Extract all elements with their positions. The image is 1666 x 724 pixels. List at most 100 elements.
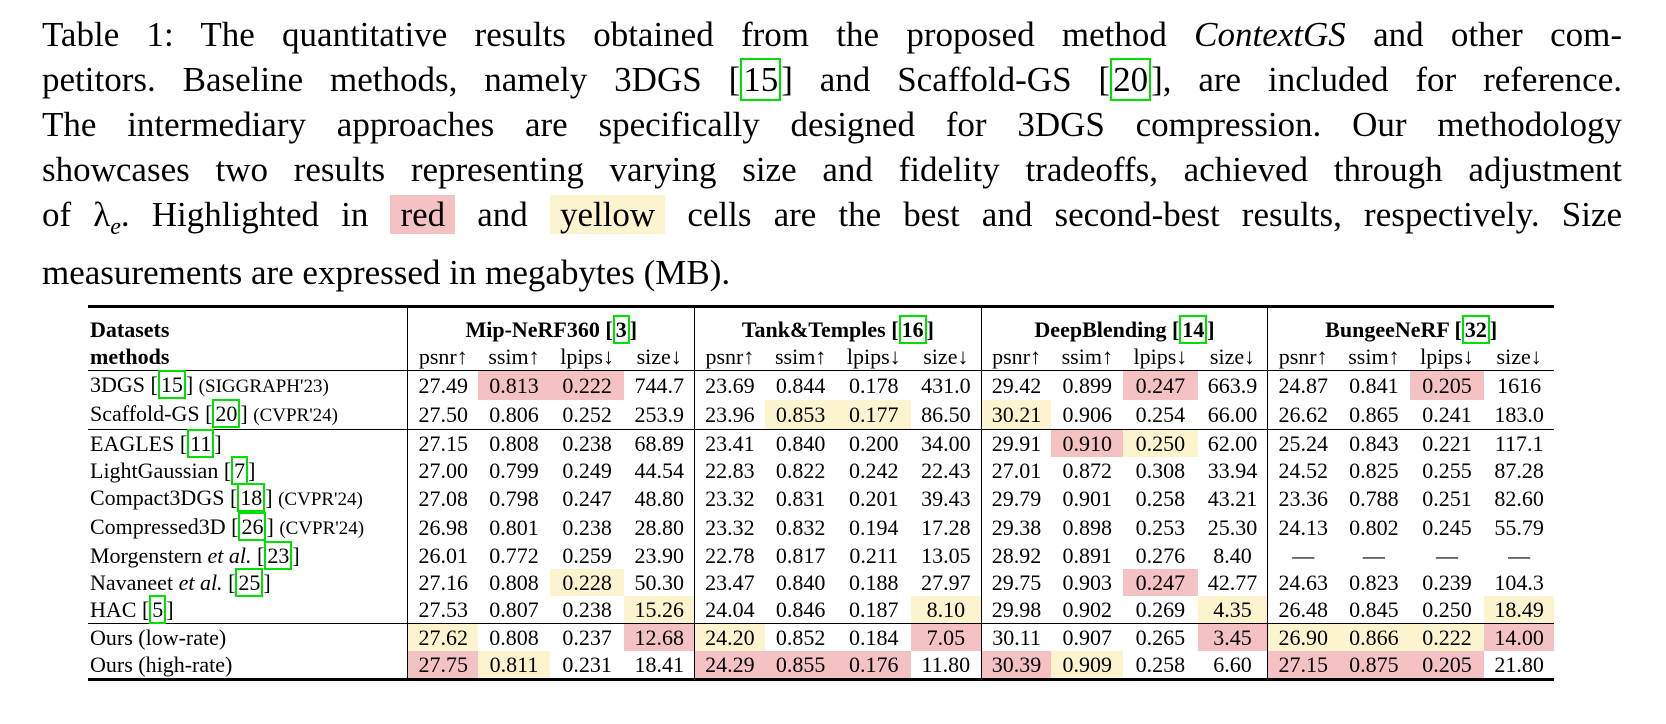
- metric-value: 0.901: [1062, 486, 1113, 511]
- metric-value: 27.15: [1267, 651, 1339, 680]
- citation-link[interactable]: 16: [898, 315, 927, 344]
- metric-value: 0.772: [489, 543, 539, 568]
- citation-link[interactable]: 15: [740, 58, 782, 101]
- metric-value: 0.899: [1062, 373, 1113, 398]
- metric-value: 0.898: [1062, 515, 1113, 540]
- method-label: Compressed3D [: [90, 514, 239, 539]
- metric-value: 0.265: [1135, 625, 1186, 650]
- citation-link[interactable]: 15: [157, 370, 186, 399]
- metric-value: 0.187: [849, 597, 899, 622]
- citation-link[interactable]: 14: [1179, 315, 1208, 344]
- metric-value: 50.30: [634, 570, 684, 595]
- metric-value: 30.21: [980, 400, 1052, 430]
- results-table: Datasets Mip-NeRF360 [3] Tank&Temples [16]…: [88, 305, 1554, 681]
- table-row: Navaneet et al. [25] 27.16 0.808 0.228 50.30…: [88, 568, 1554, 597]
- metric-value: 0.178: [849, 373, 899, 398]
- metric-value: 22.83: [694, 457, 765, 484]
- method-label: Morgenstern: [90, 543, 208, 568]
- metric-value: 0.247: [1123, 569, 1198, 596]
- table-caption: Table 1: The quantitative results obtain…: [42, 12, 1622, 295]
- results-table-container: Datasets Mip-NeRF360 [3] Tank&Temples [16]…: [88, 305, 1554, 681]
- metric-value: 0.188: [849, 570, 899, 595]
- citation-link[interactable]: 5: [149, 595, 167, 624]
- metric-header: size↓: [1496, 344, 1542, 369]
- metric-value: 0.221: [1422, 431, 1472, 456]
- bracket: ]: [263, 570, 271, 595]
- bracket: ]: [214, 431, 222, 456]
- metric-value: 23.47: [694, 569, 765, 596]
- metric-value: 27.62: [407, 623, 479, 651]
- metric-value: 30.11: [980, 623, 1052, 651]
- citation-link[interactable]: 26: [238, 512, 267, 541]
- metric-header: psnr↑: [980, 343, 1052, 371]
- metric-value: 0.822: [775, 458, 826, 483]
- method-name: Ours (low-rate): [88, 624, 408, 652]
- method-label: HAC [: [90, 597, 150, 622]
- method-label: Ours (high-rate): [90, 652, 233, 677]
- metric-value: 0.250: [1123, 429, 1198, 457]
- metric-value: 117.1: [1494, 431, 1544, 456]
- citation-link[interactable]: 32: [1461, 315, 1490, 344]
- table-row: Scaffold-GS [20] (CVPR'24) 27.50 0.806 0.25…: [88, 399, 1554, 430]
- metric-value: 62.00: [1207, 431, 1258, 456]
- metric-value: 26.01: [407, 542, 479, 569]
- metric-value: 0.252: [562, 402, 612, 427]
- metric-value: 0.249: [562, 458, 612, 483]
- metric-value: —: [1508, 543, 1531, 568]
- metric-value: 13.05: [921, 543, 971, 568]
- metric-value: 24.52: [1267, 457, 1339, 484]
- method-name: Morgenstern et al. [23]: [88, 541, 408, 570]
- metric-value: 0.247: [1123, 370, 1198, 400]
- dataset-name: BungeeNeRF [: [1325, 317, 1462, 342]
- metric-value: 15.26: [624, 596, 695, 624]
- method-venue: (SIGGRAPH'23): [198, 376, 329, 397]
- method-label: LightGaussian [: [90, 458, 232, 483]
- metric-value: 744.7: [634, 373, 684, 398]
- metric-value: 3.45: [1197, 623, 1268, 651]
- metric-value: 0.176: [836, 651, 911, 680]
- metric-value: 0.200: [849, 431, 899, 456]
- citation-link[interactable]: 7: [231, 456, 249, 485]
- metric-value: 0.241: [1422, 402, 1472, 427]
- dataset-name: Mip-NeRF360 [: [465, 317, 613, 342]
- metric-value: 6.60: [1213, 652, 1252, 677]
- bracket: ]: [292, 543, 300, 568]
- metric-value: 0.841: [1349, 373, 1399, 398]
- legend-yellow-swatch: yellow: [549, 195, 666, 234]
- bracket: ]: [1207, 317, 1215, 342]
- metric-value: 0.865: [1349, 402, 1399, 427]
- metric-value: 0.788: [1349, 486, 1399, 511]
- citation-link[interactable]: 11: [187, 429, 215, 458]
- metric-value: 0.238: [562, 597, 612, 622]
- citation-link[interactable]: 23: [264, 541, 293, 570]
- citation-link[interactable]: 20: [212, 399, 241, 428]
- metric-value: 30.39: [980, 651, 1052, 680]
- method-name: HAC [5]: [88, 595, 408, 624]
- method-name: EAGLES [11]: [88, 429, 408, 458]
- method-etal: et al.: [178, 570, 223, 595]
- metric-header: lpips↓: [560, 344, 614, 369]
- metric-value: 23.36: [1267, 484, 1339, 513]
- metric-value: 24.13: [1267, 513, 1339, 542]
- citation-link[interactable]: 18: [237, 483, 266, 512]
- metric-value: 104.3: [1494, 570, 1544, 595]
- citation-link[interactable]: 20: [1110, 58, 1152, 101]
- metric-value: 0.813: [478, 370, 550, 400]
- metric-value: 0.205: [1409, 651, 1485, 680]
- dataset-group-header: Mip-NeRF360 [3]: [407, 306, 695, 344]
- metric-value: 7.05: [911, 623, 982, 651]
- method-label: Scaffold-GS [: [90, 401, 213, 426]
- citation-link[interactable]: 3: [612, 315, 630, 344]
- method-venue: (CVPR'24): [253, 405, 338, 426]
- metric-value: 0.853: [764, 400, 837, 430]
- metric-value: 0.798: [489, 486, 539, 511]
- metric-value: 0.846: [775, 597, 826, 622]
- bracket: ]: [240, 401, 254, 426]
- metric-value: 23.90: [634, 543, 684, 568]
- citation-link[interactable]: 25: [235, 568, 264, 597]
- metric-value: 0.907: [1062, 625, 1113, 650]
- table-row: EAGLES [11] 27.15 0.808 0.238 68.89 23.41 0.84…: [88, 429, 1554, 458]
- metric-header: size↓: [1209, 344, 1256, 369]
- metric-value: 27.49: [407, 370, 479, 400]
- metric-value: 0.231: [562, 652, 612, 677]
